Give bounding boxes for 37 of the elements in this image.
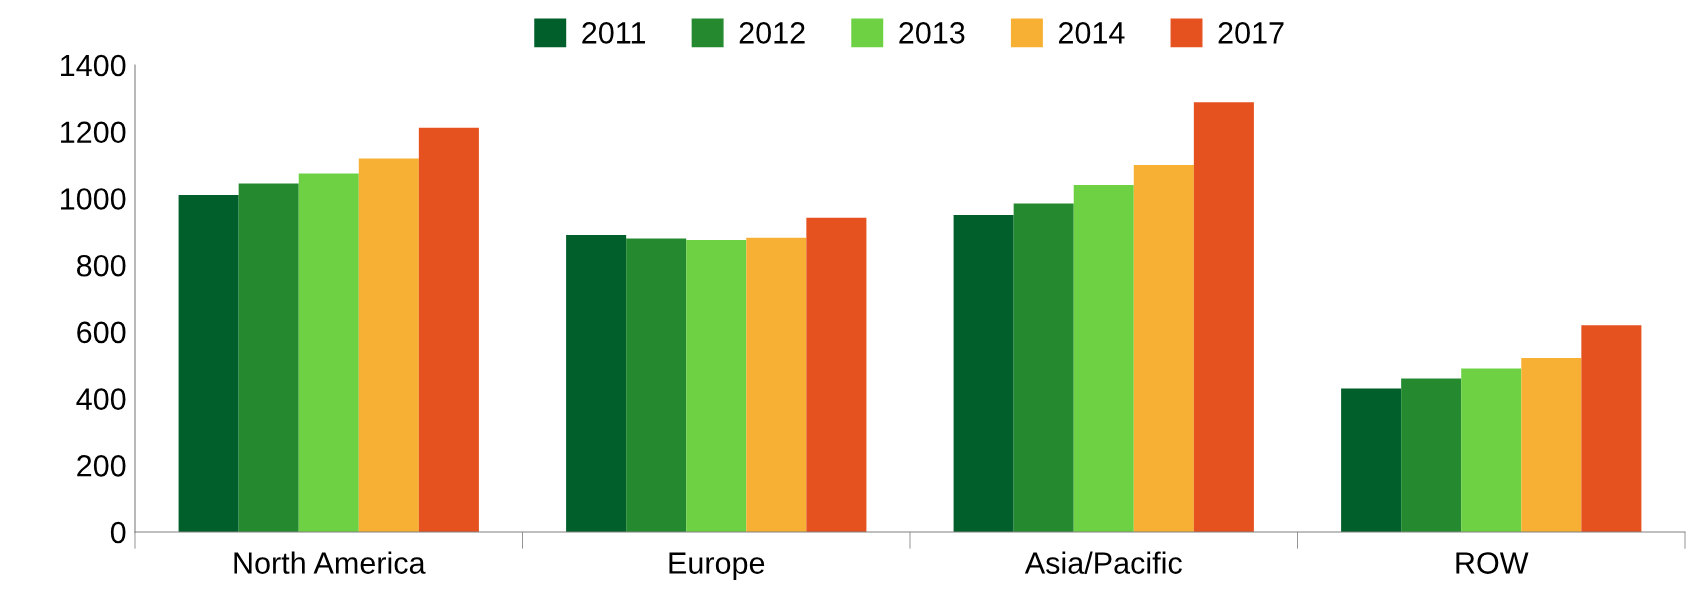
bar	[1461, 368, 1522, 532]
y-tick-label: 1400	[61, 54, 126, 77]
bar	[806, 217, 867, 532]
bar	[418, 127, 479, 532]
y-tick-label: 400	[76, 388, 126, 410]
y-tick-label: 600	[77, 321, 126, 344]
y-tick-label: 1000	[61, 188, 126, 210]
bar	[238, 183, 299, 532]
y-tick-label: 200	[77, 455, 126, 477]
bar	[1401, 378, 1462, 532]
legend-label: 2014	[1058, 22, 1125, 44]
bar	[1193, 102, 1254, 532]
y-tick-label: 0	[110, 521, 126, 544]
legend-label: 2013	[899, 22, 965, 44]
x-tick-label: ROW	[1456, 552, 1529, 574]
bar	[1073, 185, 1134, 532]
legend-label: 2017	[1218, 22, 1284, 44]
bar	[1581, 325, 1642, 532]
bar	[298, 173, 359, 532]
bar	[686, 240, 747, 532]
y-tick-label: 1200	[61, 121, 126, 144]
bar	[1013, 203, 1074, 532]
bar	[626, 238, 687, 532]
x-tick-label: North America	[234, 551, 426, 574]
bar	[178, 195, 239, 532]
legend-label: 2011	[582, 22, 646, 44]
bar	[953, 215, 1014, 532]
bar	[1341, 388, 1402, 532]
x-tick-label: Asia/Pacific	[1024, 551, 1182, 574]
bar	[1521, 357, 1582, 532]
bar	[746, 237, 807, 532]
bar	[1133, 165, 1194, 532]
y-tick-label: 800	[77, 254, 126, 277]
legend-label: 2012	[739, 22, 805, 44]
bar	[566, 235, 627, 532]
bar	[358, 158, 419, 532]
x-tick-label: Europe	[669, 552, 765, 580]
